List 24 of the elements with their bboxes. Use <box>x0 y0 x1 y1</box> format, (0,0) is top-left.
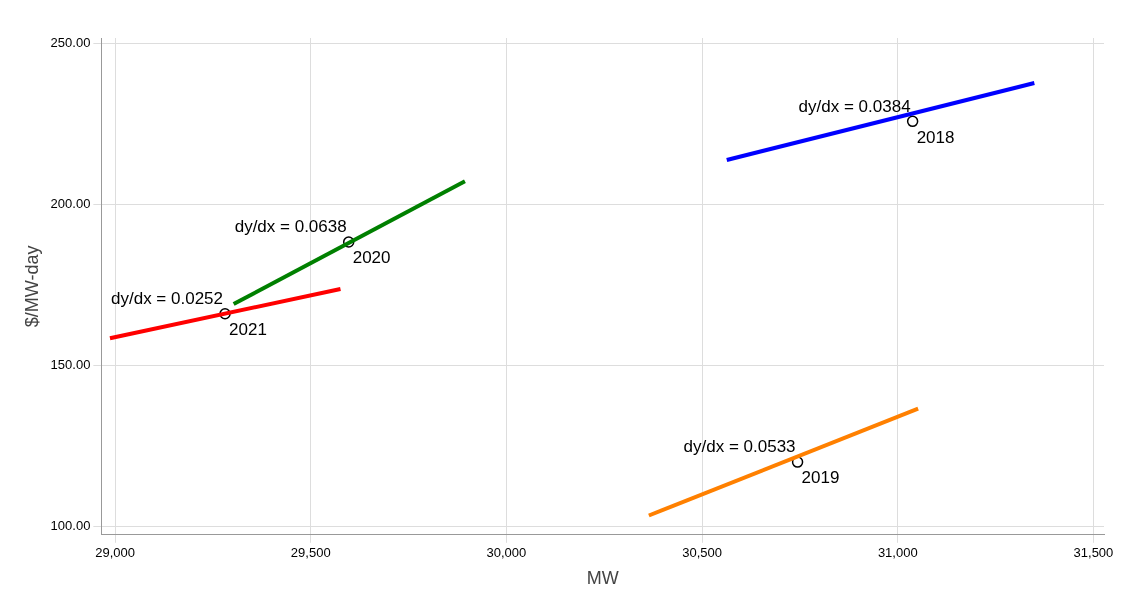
x-tick-label: 30,500 <box>682 545 722 561</box>
x-tick-label: 31,500 <box>1073 545 1114 561</box>
point <box>791 456 804 468</box>
y-tick-label: 100.00 <box>50 517 91 533</box>
point <box>219 308 231 320</box>
x-tick-label: 29,000 <box>95 545 135 561</box>
x-tick-label: 31,000 <box>877 545 918 561</box>
x-axis-title: MW <box>586 568 619 589</box>
y-axis-title: $/MW-day <box>21 245 42 328</box>
x-tick-label: 29,500 <box>290 545 331 561</box>
y-tick-label: 200.00 <box>50 195 91 211</box>
y-tick-label: 150.00 <box>50 356 91 372</box>
annotation: dy/dx = 0.0533 <box>683 437 796 457</box>
y-tick-label: 250.00 <box>50 35 91 51</box>
annotation: 2018 <box>916 127 955 147</box>
point <box>342 236 355 248</box>
point <box>906 115 919 128</box>
annotation: 2019 <box>801 468 840 488</box>
x-tick-label: 30,000 <box>486 545 527 561</box>
annotation: dy/dx = 0.0638 <box>234 217 347 237</box>
annotation: dy/dx = 0.0384 <box>798 96 911 116</box>
annotation: 2021 <box>229 319 267 339</box>
annotation: dy/dx = 0.0252 <box>111 288 224 308</box>
annotation: 2020 <box>352 248 391 268</box>
